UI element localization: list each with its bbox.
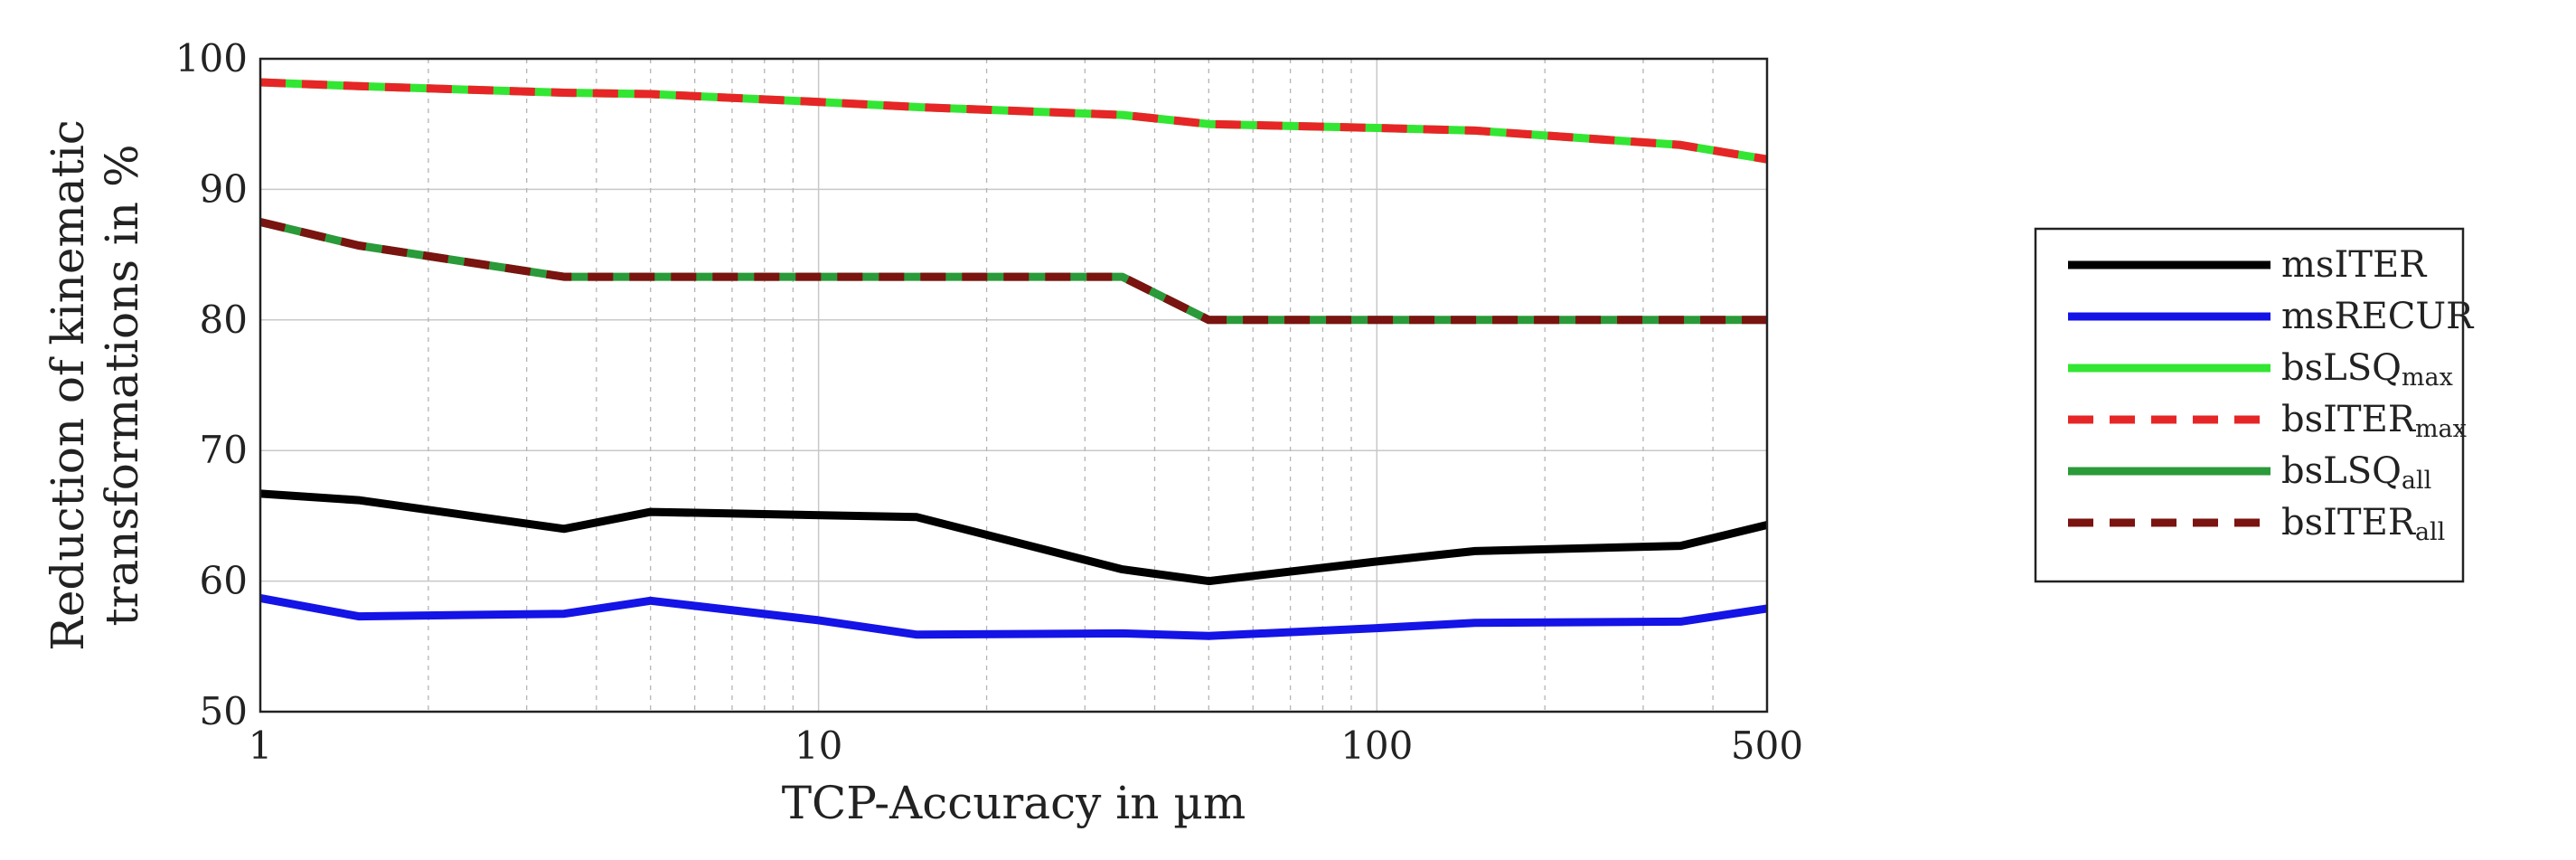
y-tick-label: 70 <box>200 428 248 472</box>
series-line-msrecur <box>259 593 1768 640</box>
y-axis-title-line-2: transformations in % <box>96 145 148 627</box>
series-lines <box>259 78 1769 640</box>
legend-label: bsLSQmax <box>2281 347 2453 392</box>
legend-label-base: msRECUR <box>2281 296 2475 337</box>
legend-label-subscript: max <box>2415 415 2467 443</box>
series-line-bsiterall <box>259 218 1767 325</box>
y-tick-label: 100 <box>175 36 248 80</box>
legend-label: bsLSQall <box>2281 450 2431 495</box>
legend-label-base: bsITER <box>2281 502 2417 543</box>
legend-label-base: msITER <box>2281 244 2428 286</box>
legend-label-subscript: all <box>2402 467 2431 495</box>
legend-label-base: bsLSQ <box>2281 450 2402 492</box>
legend-label-base: bsLSQ <box>2281 347 2402 389</box>
series-line-msiter <box>259 489 1769 586</box>
x-axis-title: TCP-Accuracy in µm <box>782 777 1246 829</box>
x-tick-label: 100 <box>1340 723 1413 768</box>
legend: msITERmsRECURbsLSQmaxbsITERmaxbsLSQallbs… <box>2034 227 2475 583</box>
legend-label-subscript: max <box>2402 364 2453 392</box>
y-tick-label: 60 <box>200 559 248 603</box>
x-tick-label: 500 <box>1731 723 1803 768</box>
legend-label: bsITERmax <box>2281 399 2467 443</box>
y-axis-title: Reduction of kinematic transformations i… <box>42 119 148 651</box>
y-tick-label: 50 <box>200 689 248 733</box>
plot-frame <box>259 57 1769 714</box>
y-tick-label: 80 <box>200 298 248 342</box>
legend-label-subscript: all <box>2415 518 2445 546</box>
x-tick-label: 10 <box>794 723 842 768</box>
tick-labels: 1 10 100 500 50 60 70 80 90 100 <box>175 36 1803 768</box>
legend-label-base: bsITER <box>2281 399 2417 440</box>
legend-label: msRECUR <box>2281 296 2475 337</box>
x-tick-label: 1 <box>249 723 273 768</box>
legend-label: bsITERall <box>2281 502 2445 546</box>
legend-label: msITER <box>2281 244 2428 286</box>
y-tick-label: 90 <box>200 166 248 211</box>
series-line-bsitermax <box>259 78 1768 164</box>
y-axis-title-line-1: Reduction of kinematic <box>42 119 94 651</box>
grid <box>260 59 1767 712</box>
